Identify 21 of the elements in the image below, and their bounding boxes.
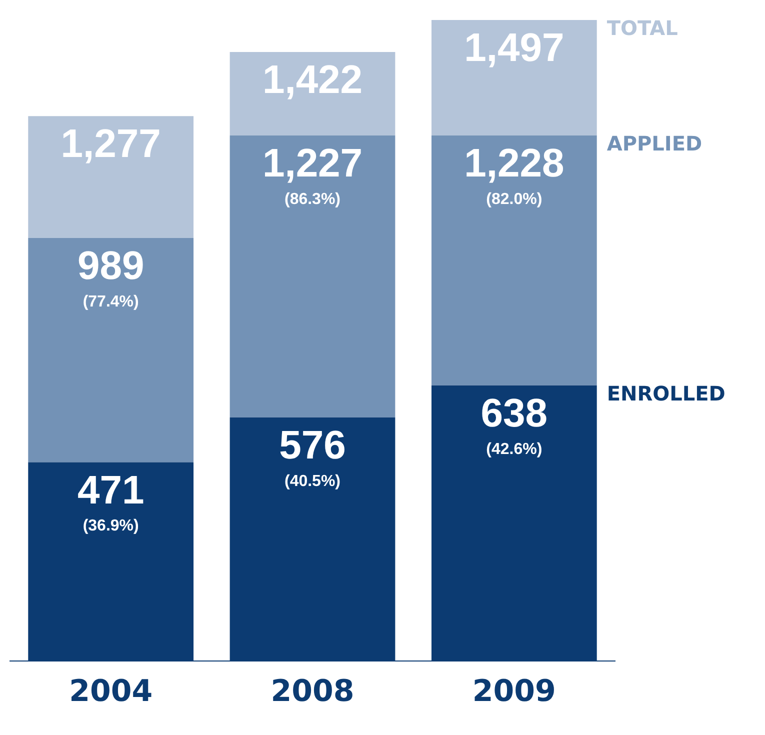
x-tick-label: 2008	[270, 674, 354, 709]
bar	[230, 52, 396, 136]
bar	[431, 135, 597, 386]
annotation: 989 (77.4%)	[77, 244, 144, 310]
annotation: 1,228 (82.0%)	[464, 141, 564, 208]
annotation: 1,422	[262, 58, 363, 102]
series-label: ENROLLED	[606, 382, 726, 406]
annotation: 576 (40.5%)	[279, 423, 346, 490]
annotation: 638 (42.6%)	[480, 391, 548, 458]
x-tick-label: 2009	[472, 674, 556, 709]
bar	[28, 238, 194, 462]
bar	[28, 116, 194, 238]
annotation: 1,227 (86.3%)	[262, 141, 363, 208]
bar	[431, 20, 597, 136]
annotation: 1,277	[60, 122, 161, 166]
series-label: APPLIED	[606, 132, 702, 156]
annotation: 471 (36.9%)	[77, 468, 144, 535]
bar	[230, 135, 396, 418]
x-tick-label: 2004	[69, 674, 153, 709]
annotation: 1,497	[464, 26, 564, 70]
series-label: TOTAL	[606, 16, 678, 40]
